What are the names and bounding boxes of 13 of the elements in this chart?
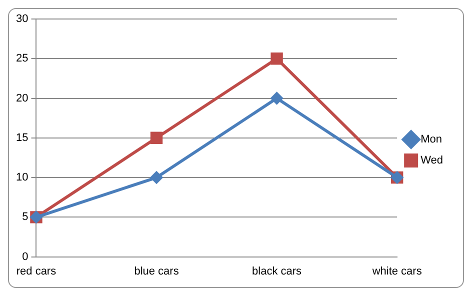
y-tick-label: 0 [22, 250, 28, 263]
legend-label: Wed [420, 154, 444, 167]
y-tick-label: 10 [16, 172, 28, 184]
y-tick-label: 30 [16, 13, 28, 26]
y-tick-label: 20 [16, 92, 28, 104]
legend-label: Mon [420, 134, 442, 146]
x-tick-label: blue cars [134, 265, 180, 278]
y-tick-label: 25 [16, 52, 28, 65]
x-tick-label: red cars [16, 265, 57, 278]
x-tick-label: white cars [371, 265, 422, 278]
y-tick-label: 15 [16, 132, 28, 144]
x-tick-label: black cars [252, 265, 302, 278]
y-tick-label: 5 [22, 211, 28, 224]
